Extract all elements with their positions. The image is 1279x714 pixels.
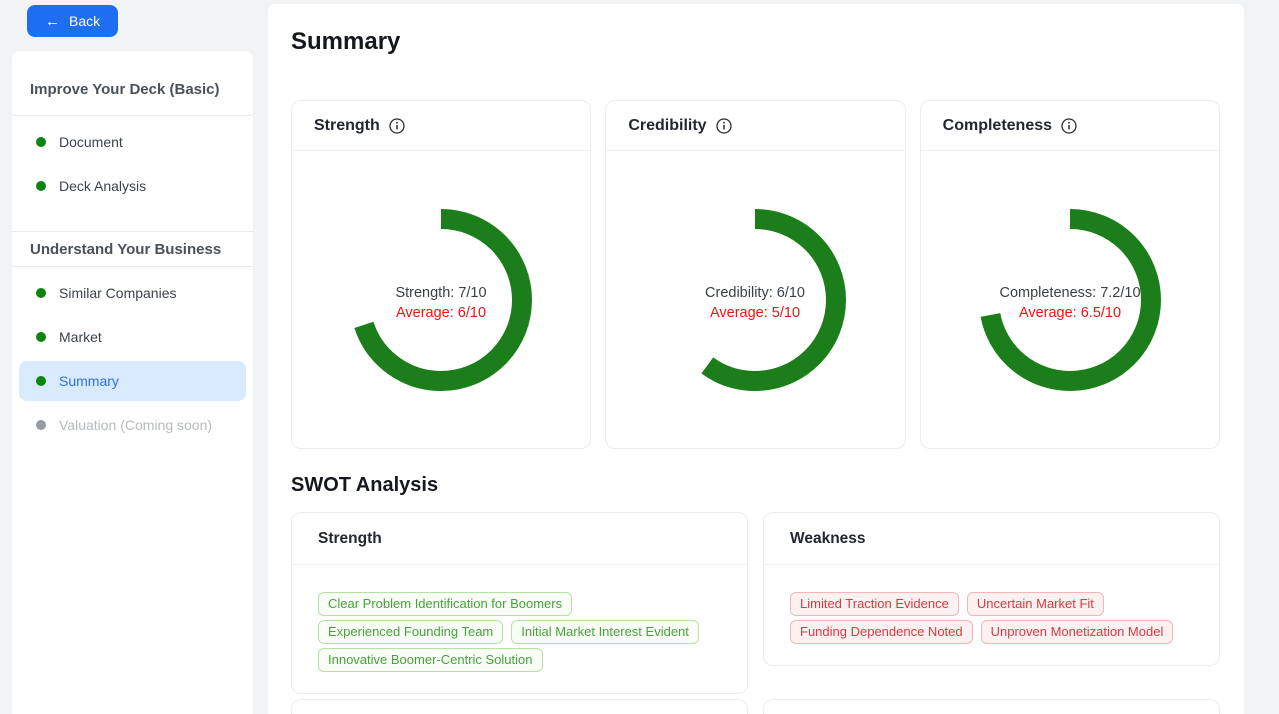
sidebar-section: Understand Your Business Similar Companie… bbox=[12, 231, 253, 470]
gauge-average-label: Average: 6/10 bbox=[396, 305, 486, 321]
sidebar-section-title: Improve Your Deck (Basic) bbox=[12, 51, 253, 116]
swot-weakness-tag: Uncertain Market Fit bbox=[966, 592, 1104, 616]
gauge-arc bbox=[350, 208, 533, 391]
status-dot-icon bbox=[36, 137, 46, 147]
page-title: Summary bbox=[291, 28, 401, 55]
info-icon-glyph bbox=[715, 118, 732, 134]
swot-strength-tag: Innovative Boomer-Centric Solution bbox=[318, 648, 543, 672]
info-icon[interactable] bbox=[715, 118, 732, 134]
score-card-body: Credibility: 6/10 Average: 5/10 bbox=[606, 151, 904, 448]
swot-strength-tag: Experienced Founding Team bbox=[318, 620, 504, 644]
gauge-average-label: Average: 6.5/10 bbox=[1019, 305, 1121, 321]
sidebar-section: Improve Your Deck (Basic) Document Deck An… bbox=[12, 51, 253, 231]
sidebar-section-items: Document Deck Analysis bbox=[12, 116, 253, 231]
swot-card-strength: Strength Clear Problem Identification for… bbox=[291, 512, 748, 694]
score-card-completeness: Completeness Completeness: 7.2/10 Averag… bbox=[919, 100, 1220, 449]
score-card-strength: Strength Strength: 7/10 Average: 6/10 bbox=[291, 100, 592, 449]
sidebar-section-items: Similar Companies Market Summary Valuation … bbox=[12, 267, 253, 470]
main-panel: Summary Strength Strength: 7/10 Average:… bbox=[268, 4, 1244, 714]
gauge-center-label: Credibility: 6/10 bbox=[706, 285, 806, 301]
swot-weakness-tag: Funding Dependence Noted bbox=[790, 620, 973, 644]
back-arrow-icon: ← bbox=[45, 12, 60, 30]
sidebar-item-summary[interactable]: Summary bbox=[19, 361, 246, 401]
status-dot-icon bbox=[36, 288, 46, 298]
score-card-title: Strength bbox=[314, 117, 380, 134]
score-card-title: Completeness bbox=[942, 117, 1053, 134]
info-icon-glyph bbox=[1061, 118, 1077, 134]
sidebar-item-label: Similar Companies bbox=[59, 285, 177, 301]
sidebar-item-label: Deck Analysis bbox=[59, 178, 147, 194]
swot-partial-row bbox=[291, 699, 1220, 714]
score-card-header: Completeness bbox=[920, 101, 1219, 151]
sidebar-item-valuation-coming-soon: Valuation (Coming soon) bbox=[19, 405, 246, 445]
swot-strength-tag: Clear Problem Identification for Boomers bbox=[318, 592, 573, 616]
swot-weakness-tag: Unproven Monetization Model bbox=[980, 620, 1174, 644]
swot-card-title: Weakness bbox=[764, 513, 1219, 565]
score-card-header: Strength bbox=[292, 101, 591, 151]
sidebar-item-label: Market bbox=[59, 329, 102, 345]
sidebar-item-deck-analysis[interactable]: Deck Analysis bbox=[19, 166, 246, 206]
score-card-body: Completeness: 7.2/10 Average: 6.5/10 bbox=[921, 151, 1219, 448]
info-icon-glyph bbox=[389, 118, 405, 134]
status-dot-icon bbox=[36, 376, 46, 386]
sidebar-nav: Improve Your Deck (Basic) Document Deck An… bbox=[12, 51, 253, 714]
sidebar-item-similar-companies[interactable]: Similar Companies bbox=[19, 273, 246, 313]
swot-card-title: Strength bbox=[292, 513, 747, 565]
sidebar-item-label: Document bbox=[59, 134, 123, 150]
status-dot-icon bbox=[36, 181, 46, 191]
score-card-header: Credibility bbox=[606, 101, 905, 151]
sidebar: ← Back Improve Your Deck (Basic) Document… bbox=[0, 0, 253, 714]
gauge-average-label: Average: 5/10 bbox=[710, 305, 800, 321]
swot-card-body: Limited Traction Evidence Uncertain Marke… bbox=[764, 565, 1219, 665]
sidebar-item-document[interactable]: Document bbox=[19, 122, 246, 162]
gauge-arc bbox=[664, 208, 847, 391]
score-gauge: Strength: 7/10 Average: 6/10 bbox=[350, 208, 533, 391]
swot-section-title: SWOT Analysis bbox=[291, 474, 439, 496]
swot-weakness-tag: Limited Traction Evidence bbox=[790, 592, 959, 616]
swot-cards-row: Strength Clear Problem Identification for… bbox=[291, 512, 1220, 694]
swot-card-weakness: Weakness Limited Traction Evidence Uncerta… bbox=[763, 512, 1220, 666]
score-card-body: Strength: 7/10 Average: 6/10 bbox=[292, 151, 590, 448]
swot-card-partial bbox=[291, 699, 748, 714]
info-icon[interactable] bbox=[1061, 118, 1077, 134]
gauge-center-label: Strength: 7/10 bbox=[396, 285, 487, 301]
score-card-title: Credibility bbox=[628, 117, 707, 134]
score-gauge: Completeness: 7.2/10 Average: 6.5/10 bbox=[978, 208, 1161, 391]
score-card-credibility: Credibility Credibility: 6/10 Average: 5… bbox=[605, 100, 906, 449]
sidebar-item-label: Valuation (Coming soon) bbox=[59, 417, 213, 433]
sidebar-section-title: Understand Your Business bbox=[12, 231, 253, 267]
sidebar-item-market[interactable]: Market bbox=[19, 317, 246, 357]
back-button[interactable]: ← Back bbox=[27, 5, 119, 37]
swot-card-partial bbox=[763, 699, 1220, 714]
back-button-label: Back bbox=[69, 13, 101, 29]
status-dot-icon bbox=[36, 332, 46, 342]
score-gauge: Credibility: 6/10 Average: 5/10 bbox=[664, 208, 847, 391]
gauge-center-label: Completeness: 7.2/10 bbox=[999, 285, 1140, 301]
swot-strength-tag: Initial Market Interest Evident bbox=[511, 620, 699, 644]
info-icon[interactable] bbox=[389, 118, 405, 134]
sidebar-item-label: Summary bbox=[59, 373, 119, 389]
swot-card-body: Clear Problem Identification for Boomers… bbox=[292, 565, 747, 693]
gauge-arc bbox=[978, 208, 1161, 391]
score-cards-row: Strength Strength: 7/10 Average: 6/10 Cr… bbox=[291, 100, 1220, 449]
status-dot-icon bbox=[36, 420, 46, 430]
